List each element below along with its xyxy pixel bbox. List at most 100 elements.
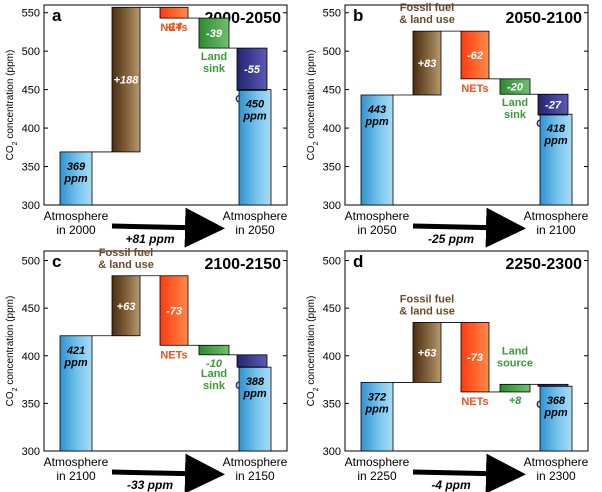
bar-value-land: -10	[206, 358, 223, 370]
plot-frame	[344, 4, 589, 206]
y-tick-label: 450	[323, 303, 341, 315]
x-category-label: in 2100	[536, 223, 576, 237]
bar-value-start: 443	[367, 104, 386, 116]
x-category-label: Atmosphere	[44, 455, 109, 469]
y-tick-label: 350	[323, 398, 341, 410]
bar-label-land: Land	[502, 97, 528, 109]
bar-value-nets: -62	[467, 50, 483, 62]
bar-value-end: ppm	[242, 111, 266, 123]
panel-d: 300 350 400 450 500 CO2 concentration (ppm) d 2…	[301, 246, 602, 492]
y-tick-label: 350	[22, 162, 40, 174]
bar-value-ocean: -55	[244, 64, 261, 76]
bar-value-start: 372	[368, 391, 386, 403]
bar-value-end: ppm	[543, 135, 567, 147]
bar-nets	[159, 275, 189, 346]
bar-label-nets: NETs	[160, 22, 187, 34]
y-tick-label: 450	[22, 303, 40, 315]
x-category-label: in 2300	[536, 469, 576, 483]
plot-frame	[344, 250, 589, 452]
x-category-label: Atmosphere	[223, 455, 288, 469]
y-axis-label: CO2 concentration (ppm)	[5, 50, 19, 161]
bar-value-nets: -14	[166, 21, 182, 33]
bar-end	[539, 385, 573, 452]
y-tick-label: 500	[22, 256, 40, 268]
bar-start	[360, 382, 394, 452]
bar-fossil	[111, 275, 141, 337]
net-change-arrow	[412, 207, 526, 248]
y-axis-label: CO2 concentration (ppm)	[5, 296, 19, 407]
y-axis-label: CO2 concentration (ppm)	[306, 50, 320, 161]
bar-label-nets: NETs	[461, 83, 488, 95]
x-category-label: in 2050	[357, 223, 397, 237]
bar-label-land: sink	[203, 380, 226, 392]
net-change-arrow	[111, 453, 225, 492]
y-tick-label: 350	[323, 162, 341, 174]
y-tick-label: 400	[323, 351, 341, 363]
net-change-arrow	[111, 207, 225, 248]
x-category-label: in 2150	[235, 469, 275, 483]
bar-value-fossil: +63	[418, 347, 437, 359]
y-tick-label: 400	[323, 123, 341, 135]
bar-value-start: ppm	[364, 403, 388, 415]
bar-value-end: 368	[547, 395, 566, 407]
bar-label-fossil: & land use	[98, 259, 154, 271]
bar-start	[59, 335, 93, 452]
x-category-label: Atmosphere	[345, 455, 410, 469]
bar-value-end: 418	[546, 123, 566, 135]
panel-label: b	[353, 6, 363, 25]
bar-value-fossil: +188	[114, 75, 140, 87]
panel-a: 300 350 400 450 500 550 CO2 concentration (ppm…	[0, 0, 301, 248]
bar-nets	[460, 30, 490, 80]
x-category-label: in 2050	[235, 223, 275, 237]
bar-value-land: +8	[509, 395, 522, 407]
x-category-label: Atmosphere	[345, 209, 410, 223]
net-change-label: -25 ppm	[428, 232, 474, 246]
bar-value-nets: -73	[467, 352, 483, 364]
bar-value-fossil: +83	[418, 58, 437, 70]
y-axis-label: CO2 concentration (ppm)	[306, 296, 320, 407]
bar-value-end: ppm	[242, 388, 266, 400]
bar-value-land: -39	[206, 28, 223, 40]
bar-value-land: -20	[507, 82, 524, 94]
bar-value-start: 369	[67, 161, 86, 173]
panel-b: 300 350 400 450 500 550 CO2 concentration (ppm…	[301, 0, 602, 248]
chart-b: 300 350 400 450 500 550 CO2 concentration (ppm…	[306, 2, 589, 248]
x-category-label: in 2250	[357, 469, 397, 483]
bar-value-end: 388	[246, 376, 265, 388]
bar-land	[499, 78, 531, 95]
panel-c: 300 350 400 450 500 CO2 concentration (ppm) c 2…	[0, 246, 301, 492]
chart-a: 300 350 400 450 500 550 CO2 concentration (ppm…	[5, 0, 288, 248]
panel-label: d	[353, 252, 363, 271]
bar-label-nets: NETs	[160, 349, 187, 361]
bar-label-fossil: Fossil fuel	[99, 247, 153, 259]
panel-title: 2100-2150	[204, 256, 281, 273]
y-tick-label: 550	[22, 8, 40, 20]
net-change-label: +81 ppm	[125, 232, 174, 246]
y-tick-label: 400	[22, 123, 40, 135]
bar-value-ocean: -27	[545, 100, 562, 112]
bar-value-start: ppm	[63, 173, 87, 185]
bar-label-fossil: & land use	[399, 14, 455, 26]
panel-title: 2250-2300	[505, 256, 582, 273]
y-tick-label: 300	[22, 446, 40, 458]
y-tick-label: 500	[323, 46, 341, 58]
bar-value-end: ppm	[543, 407, 567, 419]
bar-value-end: 450	[245, 99, 265, 111]
y-tick-label: 450	[323, 85, 341, 97]
bar-value-start: ppm	[63, 357, 87, 369]
y-tick-label: 300	[323, 200, 341, 212]
bar-nets	[159, 6, 189, 19]
bar-land	[198, 17, 230, 49]
bar-ocean	[236, 47, 268, 91]
bar-label-fossil: & land use	[98, 0, 154, 2]
bar-end	[238, 366, 272, 452]
panel-label: c	[52, 252, 61, 271]
y-tick-label: 500	[323, 256, 341, 268]
bar-value-fossil: +63	[117, 301, 136, 313]
net-change-label: -4 ppm	[431, 478, 471, 492]
bar-label-land: Land	[201, 51, 227, 63]
panel-label: a	[52, 6, 62, 25]
bar-fossil	[412, 322, 442, 383]
bar-label-land: sink	[504, 109, 527, 121]
x-category-label: Atmosphere	[524, 209, 589, 223]
